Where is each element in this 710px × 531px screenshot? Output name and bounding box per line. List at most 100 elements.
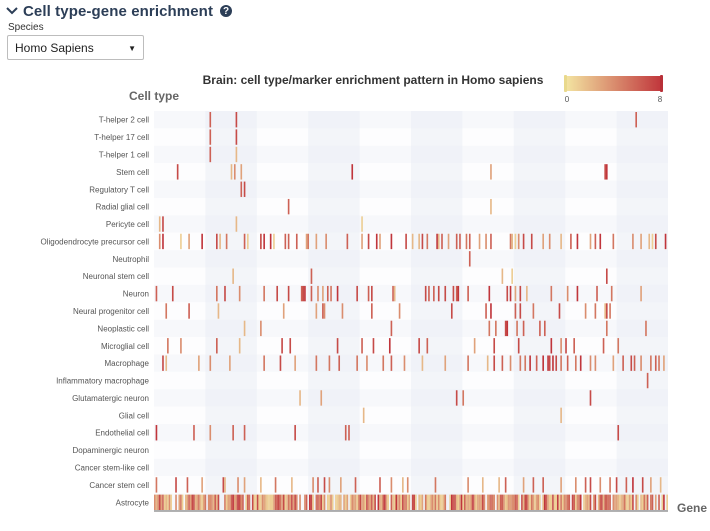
heatmap-cell[interactable] (392, 285, 394, 302)
heatmap-cell[interactable] (380, 494, 383, 510)
heatmap-cell[interactable] (379, 477, 381, 493)
heatmap-cell[interactable] (459, 494, 461, 510)
heatmap-cell[interactable] (415, 494, 417, 510)
heatmap-cell[interactable] (529, 355, 531, 371)
heatmap-cell[interactable] (433, 285, 435, 302)
heatmap-cell[interactable] (331, 494, 334, 510)
heatmap-cell[interactable] (486, 494, 489, 510)
heatmap-cell[interactable] (357, 494, 360, 510)
heatmap-cell[interactable] (408, 494, 411, 510)
heatmap-cell[interactable] (315, 355, 318, 371)
heatmap-cell[interactable] (646, 494, 649, 510)
heatmap-cell[interactable] (437, 285, 440, 302)
heatmap-cell[interactable] (289, 494, 292, 510)
heatmap-cell[interactable] (158, 233, 161, 250)
heatmap-cell[interactable] (455, 285, 458, 302)
heatmap-cell[interactable] (418, 233, 420, 250)
heatmap-cell[interactable] (450, 494, 453, 510)
heatmap-cell[interactable] (571, 494, 574, 510)
heatmap-cell[interactable] (155, 477, 158, 493)
heatmap-cell[interactable] (366, 494, 368, 510)
heatmap-cell[interactable] (163, 494, 166, 510)
heatmap-cell[interactable] (238, 494, 241, 510)
heatmap-cell[interactable] (216, 338, 218, 354)
heatmap-cell[interactable] (650, 355, 652, 371)
heatmap-cell[interactable] (576, 285, 579, 302)
heatmap-cell[interactable] (589, 477, 592, 493)
heatmap-cell[interactable] (346, 494, 349, 510)
heatmap-cell[interactable] (162, 216, 164, 232)
heatmap-cell[interactable] (155, 494, 158, 510)
heatmap-cell[interactable] (160, 494, 163, 510)
heatmap-cell[interactable] (431, 494, 434, 510)
heatmap-cell[interactable] (550, 338, 553, 354)
heatmap-cell[interactable] (418, 494, 420, 510)
heatmap-cell[interactable] (307, 233, 310, 250)
heatmap-cell[interactable] (274, 494, 277, 510)
heatmap-cell[interactable] (403, 494, 406, 510)
heatmap-cell[interactable] (167, 338, 169, 354)
heatmap-cell[interactable] (503, 494, 505, 510)
heatmap-cell[interactable] (604, 494, 606, 510)
heatmap-cell[interactable] (405, 494, 407, 510)
heatmap-cell[interactable] (547, 355, 549, 371)
heatmap-cell[interactable] (583, 494, 585, 510)
heatmap-cell[interactable] (650, 494, 652, 510)
heatmap-cell[interactable] (664, 233, 667, 250)
heatmap-cell[interactable] (558, 494, 561, 510)
heatmap-cell[interactable] (317, 494, 319, 510)
heatmap-cell[interactable] (490, 198, 492, 215)
heatmap-cell[interactable] (477, 494, 479, 510)
heatmap-cell[interactable] (478, 233, 481, 250)
heatmap-cell[interactable] (654, 233, 657, 250)
heatmap-cell[interactable] (209, 425, 212, 441)
heatmap-cell[interactable] (654, 494, 657, 510)
heatmap-cell[interactable] (490, 233, 492, 250)
heatmap-cell[interactable] (235, 146, 238, 163)
heatmap-cell[interactable] (400, 494, 403, 510)
heatmap-cell[interactable] (198, 355, 200, 371)
heatmap-cell[interactable] (390, 494, 393, 510)
heatmap-cell[interactable] (568, 494, 571, 510)
heatmap-cell[interactable] (640, 494, 642, 510)
heatmap-cell[interactable] (534, 494, 536, 510)
heatmap-cell[interactable] (260, 320, 262, 337)
heatmap-cell[interactable] (315, 233, 318, 250)
heatmap-cell[interactable] (237, 494, 239, 510)
heatmap-cell[interactable] (640, 355, 642, 371)
heatmap-cell[interactable] (189, 494, 192, 510)
heatmap-cell[interactable] (561, 494, 564, 510)
heatmap-cell[interactable] (171, 285, 174, 302)
heatmap-cell[interactable] (240, 164, 243, 180)
heatmap-cell[interactable] (576, 494, 579, 510)
heatmap-cell[interactable] (233, 164, 236, 180)
heatmap-cell[interactable] (622, 355, 624, 371)
heatmap-cell[interactable] (498, 477, 500, 493)
heatmap-cell[interactable] (449, 494, 451, 510)
heatmap-cell[interactable] (623, 494, 626, 510)
heatmap-cell[interactable] (165, 494, 168, 510)
heatmap-cell[interactable] (509, 494, 512, 510)
heatmap-cell[interactable] (317, 285, 319, 302)
heatmap-cell[interactable] (635, 112, 637, 128)
heatmap-cell[interactable] (248, 494, 251, 510)
heatmap-cell[interactable] (543, 494, 546, 510)
heatmap-cell[interactable] (650, 477, 652, 493)
heatmap-cell[interactable] (397, 494, 399, 510)
heatmap-cell[interactable] (247, 494, 249, 510)
heatmap-cell[interactable] (291, 494, 293, 510)
heatmap-cell[interactable] (343, 494, 345, 510)
heatmap-cell[interactable] (643, 494, 646, 510)
heatmap-cell[interactable] (617, 494, 620, 510)
heatmap-cell[interactable] (526, 285, 528, 302)
heatmap-cell[interactable] (620, 494, 623, 510)
heatmap-cell[interactable] (402, 477, 404, 493)
heatmap-cell[interactable] (658, 494, 660, 510)
heatmap-cell[interactable] (354, 477, 357, 493)
colorbar-handle-max[interactable] (660, 75, 663, 92)
heatmap-cell[interactable] (372, 338, 375, 354)
heatmap-cell[interactable] (441, 494, 443, 510)
heatmap-cell[interactable] (209, 494, 212, 510)
heatmap-cell[interactable] (191, 494, 194, 510)
heatmap-cell[interactable] (609, 477, 611, 493)
